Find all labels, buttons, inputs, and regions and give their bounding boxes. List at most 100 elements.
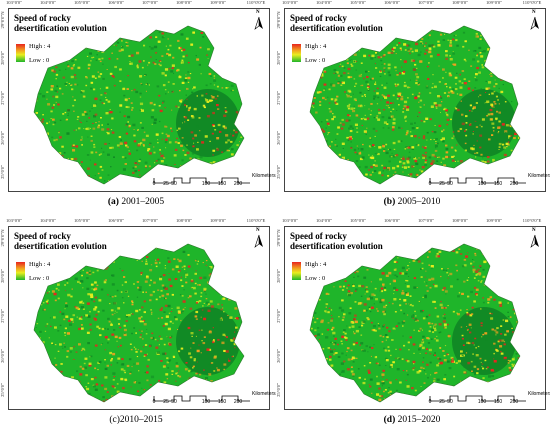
scale-bar-graphic [153, 395, 250, 402]
legend-title-line2: desertification evolution [290, 241, 383, 251]
longitude-tick: 106°0'0" [107, 218, 125, 223]
map-panel-1: 103°0'0" 104°0'0" 105°0'0" 106°0'0" 107°0'0"… [0, 0, 276, 218]
legend-color-ramp [16, 262, 25, 280]
scale-number: 0 [428, 399, 432, 405]
scale-number: 25 [439, 399, 445, 405]
legend-high-label: High : 4 [305, 261, 327, 268]
scale-number: 50 [171, 399, 177, 405]
province-map [309, 25, 521, 185]
scale-number: 150 [493, 181, 503, 187]
caption-years: (c)2010–2015 [109, 415, 163, 425]
longitude-tick: 105°0'0" [349, 218, 367, 223]
latitude-tick: 28°0'0" [276, 51, 281, 65]
legend-title-line2: desertification evolution [14, 241, 107, 251]
legend-low-label: Low : 0 [29, 57, 50, 64]
latitude-tick: 25°0'0" [276, 383, 281, 397]
province-map [33, 243, 245, 403]
longitude-tick: 110°0'0"E [246, 218, 266, 223]
scale-number: 200 [233, 399, 243, 405]
map-panel-3: 103°0'0" 104°0'0" 105°0'0" 106°0'0" 107°0'0"… [0, 218, 276, 436]
longitude-ticks: 103°0'0" 104°0'0" 105°0'0" 106°0'0" 107°0'0"… [282, 218, 548, 226]
legend-title: Speed of rocky desertification evolution [14, 231, 154, 251]
legend-title-line1: Speed of rocky [14, 13, 71, 23]
latitude-tick: 27°0'0" [0, 309, 5, 323]
latitude-tick: 26°0'0" [0, 349, 5, 363]
latitude-tick: 28°0'0" [0, 51, 5, 65]
longitude-tick: 103°0'0" [281, 0, 299, 5]
scale-number: 0 [152, 399, 156, 405]
scale-number: 200 [509, 399, 519, 405]
longitude-tick: 104°0'0" [39, 218, 57, 223]
legend-high-label: High : 4 [29, 261, 51, 268]
scale-number: 200 [233, 181, 243, 187]
latitude-tick: 27°0'0" [276, 309, 281, 323]
province-border [309, 243, 521, 403]
scale-number: 100 [477, 399, 487, 405]
scale-unit: Kilometers [528, 173, 550, 179]
speed-texture [34, 244, 244, 402]
longitude-tick: 105°0'0" [73, 218, 91, 223]
longitude-tick: 104°0'0" [39, 0, 57, 5]
scale-number: 25 [439, 181, 445, 187]
scale-bar: Kilometers 0 25 50 100 150 200 [150, 390, 276, 406]
caption-years: 2005–2010 [395, 197, 441, 207]
north-arrow-icon: N [254, 10, 264, 32]
longitude-tick: 104°0'0" [315, 218, 333, 223]
scale-number: 100 [201, 399, 211, 405]
latitude-tick: 28°0'0" [0, 269, 5, 283]
scale-number: 100 [477, 181, 487, 187]
panel-caption: (c)2010–2015 [0, 415, 272, 425]
latitude-tick: 29°0'0"N [0, 11, 5, 29]
longitude-tick: 106°0'0" [383, 218, 401, 223]
panel-caption: (a) 2001–2005 [0, 197, 272, 207]
scale-number: 50 [171, 181, 177, 187]
legend-title-line1: Speed of rocky [14, 231, 71, 241]
longitude-tick: 107°0'0" [417, 218, 435, 223]
scale-bar-graphic [429, 395, 526, 402]
map-panel-4: 103°0'0" 104°0'0" 105°0'0" 106°0'0" 107°0'0"… [276, 218, 550, 436]
scale-number: 150 [493, 399, 503, 405]
scale-number: 150 [217, 399, 227, 405]
latitude-tick: 29°0'0"N [0, 229, 5, 247]
latitude-tick: 26°0'0" [276, 131, 281, 145]
caption-letter: (b) [383, 197, 396, 207]
north-arrow-label: N [532, 10, 536, 15]
scale-number: 25 [163, 399, 169, 405]
longitude-tick: 110°0'0"E [522, 0, 542, 5]
longitude-ticks: 103°0'0" 104°0'0" 105°0'0" 106°0'0" 107°0'0"… [6, 0, 272, 8]
longitude-tick: 108°0'0" [451, 218, 469, 223]
north-arrow-label: N [532, 228, 536, 233]
latitude-tick: 29°0'0"N [276, 11, 281, 29]
north-arrow-icon: N [530, 10, 540, 32]
scale-bar: Kilometers 0 25 50 100 150 200 [426, 390, 550, 406]
scale-number: 0 [428, 181, 432, 187]
province-border [33, 243, 245, 403]
panel-caption: (b) 2005–2010 [276, 197, 548, 207]
latitude-tick: 27°0'0" [0, 91, 5, 105]
province-map [309, 243, 521, 403]
province-border [33, 25, 245, 185]
speed-texture [310, 26, 520, 184]
legend-high-label: High : 4 [29, 43, 51, 50]
longitude-tick: 107°0'0" [141, 0, 159, 5]
latitude-tick: 27°0'0" [276, 91, 281, 105]
latitude-tick: 26°0'0" [0, 131, 5, 145]
longitude-tick: 107°0'0" [417, 0, 435, 5]
longitude-tick: 105°0'0" [349, 0, 367, 5]
caption-letter: (d) [383, 415, 396, 425]
longitude-tick: 110°0'0"E [522, 218, 542, 223]
panel-caption: (d) 2015–2020 [276, 415, 548, 425]
longitude-tick: 104°0'0" [315, 0, 333, 5]
longitude-tick: 109°0'0" [209, 0, 227, 5]
scale-unit: Kilometers [252, 173, 276, 179]
legend-low-label: Low : 0 [29, 275, 50, 282]
scale-number: 50 [447, 399, 453, 405]
longitude-tick: 106°0'0" [107, 0, 125, 5]
north-arrow-icon: N [530, 228, 540, 250]
scale-unit: Kilometers [252, 391, 276, 397]
caption-years: 2015–2020 [395, 415, 441, 425]
north-arrow-label: N [256, 10, 260, 15]
scale-bar: Kilometers 0 25 50 100 150 200 [426, 172, 550, 188]
scale-bar-graphic [153, 177, 250, 184]
scale-number: 150 [217, 181, 227, 187]
